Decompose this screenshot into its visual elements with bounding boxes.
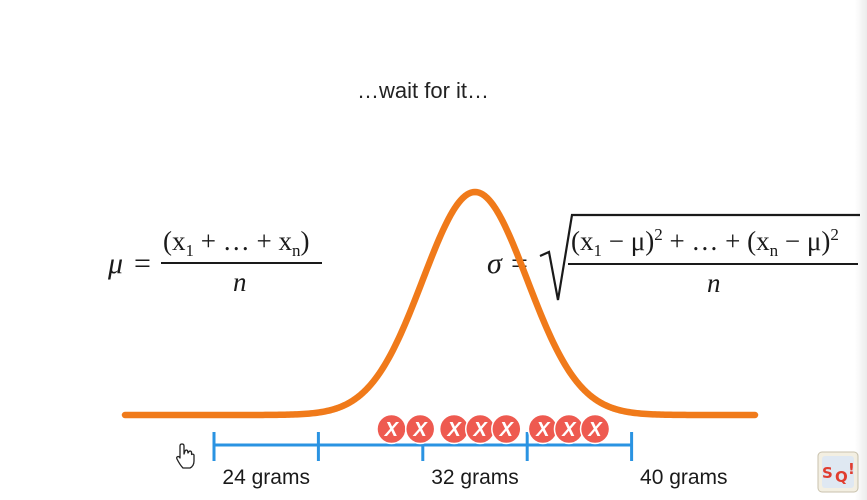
- sample-circle: [404, 413, 436, 445]
- svg-text:Q: Q: [835, 468, 848, 486]
- sample-point: X: [438, 413, 470, 445]
- axis-tick-label: 40 grams: [640, 466, 728, 489]
- sample-point: X: [376, 413, 407, 445]
- hand-pointer-icon: [176, 443, 195, 469]
- svg-text:!: !: [848, 460, 855, 478]
- std-numerator: (x1 − μ)2 + … + (xn − μ)2: [571, 225, 839, 260]
- mean-symbol: μ: [107, 247, 123, 280]
- svg-text:S: S: [822, 464, 833, 482]
- sample-point: X: [579, 413, 611, 445]
- sample-point: X: [464, 413, 496, 445]
- sample-mark-label: X: [587, 419, 603, 441]
- sample-mark-label: X: [473, 419, 489, 441]
- square-root-sign: [539, 213, 860, 301]
- std-symbol: σ: [487, 247, 503, 280]
- sample-mark-label: X: [499, 419, 515, 441]
- sample-mark-label: X: [413, 419, 429, 441]
- std-formula: σ = (x1 − μ)2 + … + (xn − μ)2 n: [487, 213, 860, 301]
- sample-circle: [491, 413, 522, 445]
- axis-labels: 24 grams 32 grams 40 grams: [222, 466, 727, 489]
- std-denominator: n: [707, 268, 721, 298]
- sample-point: X: [553, 413, 585, 445]
- statquest-logo-icon: S Q !: [817, 451, 859, 493]
- number-line: [212, 432, 634, 461]
- axis-tick-label: 24 grams: [222, 466, 310, 489]
- axis-tick-label: 32 grams: [431, 466, 519, 489]
- sample-circle: [579, 413, 611, 445]
- mean-formula: μ = (x1 + … + xn) n: [107, 226, 322, 297]
- mean-numerator: (x1 + … + xn): [163, 226, 309, 260]
- window-edge-shadow: [855, 0, 867, 500]
- normal-curve: [121, 188, 759, 419]
- caption-text: …wait for it…: [356, 78, 490, 103]
- sample-mark-label: X: [561, 419, 577, 441]
- sample-mark-label: X: [535, 419, 551, 441]
- sample-point: X: [404, 413, 436, 445]
- mean-denominator: n: [233, 267, 247, 297]
- sample-point: X: [491, 413, 522, 445]
- sample-mark-label: X: [446, 419, 462, 441]
- mean-equals: =: [134, 247, 151, 280]
- sample-mark-label: X: [384, 419, 400, 441]
- sample-point: X: [527, 413, 559, 445]
